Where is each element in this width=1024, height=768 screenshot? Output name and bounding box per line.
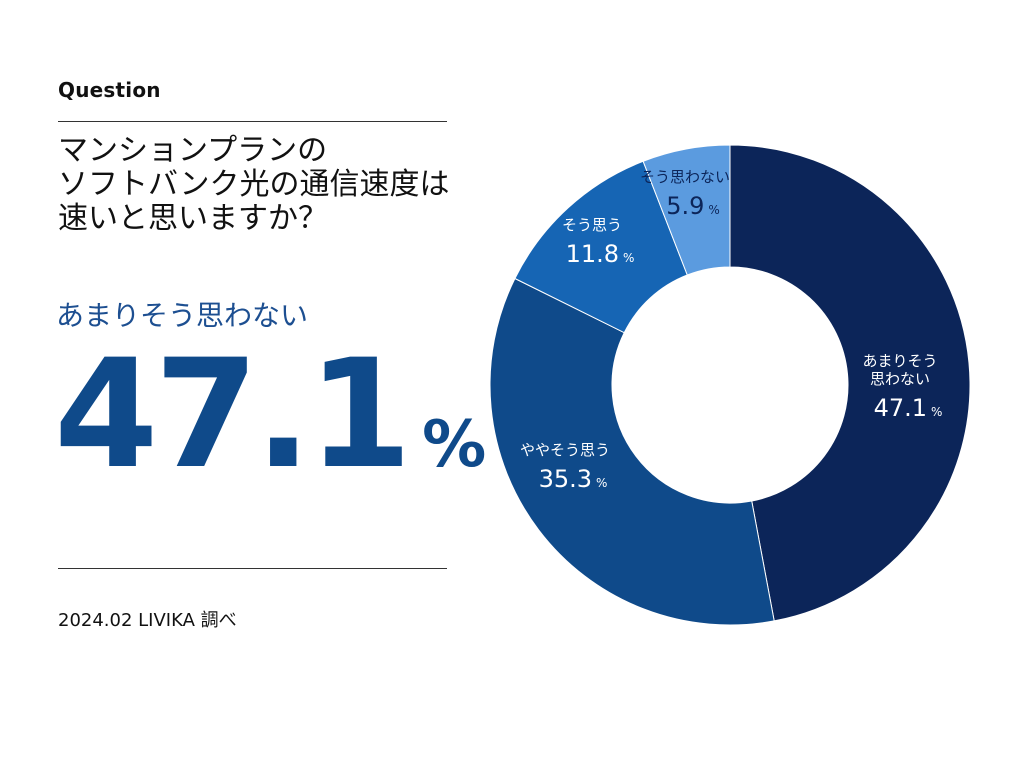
source-note: 2024.02 LIVIKA 調べ <box>58 610 237 631</box>
slice-percent-not-much: % <box>931 405 942 419</box>
question-line-2: ソフトバンク光の通信速度は <box>58 167 450 202</box>
question-eyebrow: Question <box>58 78 161 102</box>
highlight-value: 47.1 % <box>54 340 486 490</box>
highlight-answer-label: あまりそう思わない <box>56 299 309 332</box>
slice-percent-yes: % <box>623 251 634 265</box>
slice-name-not-much-1: 思わない <box>870 370 930 388</box>
question-line-3: 速いと思いますか？ <box>58 201 328 236</box>
donut-slice-no <box>642 144 731 276</box>
donut-slice-not-much <box>729 144 971 622</box>
highlight-percent-sign: % <box>422 408 487 482</box>
slice-name-somewhat-yes-0: ややそう思う <box>520 441 610 459</box>
slice-percent-no: % <box>708 203 719 217</box>
highlight-number: 47.1 <box>54 328 412 502</box>
slice-percent-somewhat-yes: % <box>596 476 607 490</box>
top-divider <box>58 121 447 122</box>
question-text: マンションプランの ソフトバンク光の通信速度は 速いと思いますか？ <box>58 134 478 236</box>
slice-name-no-0: そう思わない <box>640 168 730 186</box>
donut-slice-somewhat-yes <box>489 277 775 626</box>
slice-name-yes-0: そう思う <box>562 216 622 234</box>
bottom-divider <box>58 568 447 569</box>
slice-name-not-much-0: あまりそう <box>862 352 937 370</box>
question-line-1: マンションプランの <box>58 133 328 168</box>
